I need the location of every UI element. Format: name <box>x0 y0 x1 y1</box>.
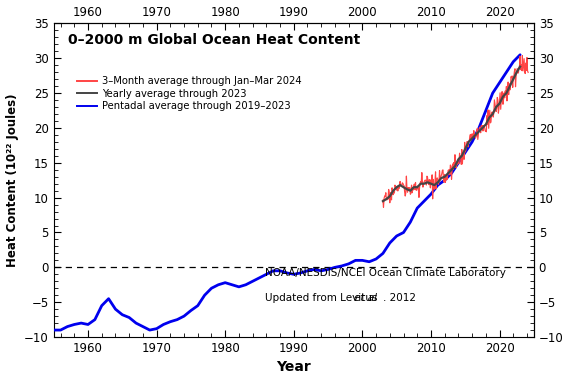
Text: Updated from Levitus: Updated from Levitus <box>265 293 381 303</box>
Text: NOAA/NESDIS/NCEI Ocean Climate Laboratory: NOAA/NESDIS/NCEI Ocean Climate Laborator… <box>265 268 506 278</box>
X-axis label: Year: Year <box>277 361 311 374</box>
Y-axis label: Heat Content (10²² Joules): Heat Content (10²² Joules) <box>6 93 19 267</box>
Text: 0–2000 m Global Ocean Heat Content: 0–2000 m Global Ocean Heat Content <box>68 33 360 47</box>
Text: et al: et al <box>354 293 377 303</box>
Text: . 2012: . 2012 <box>382 293 415 303</box>
Legend: 3–Month average through Jan–Mar 2024, Yearly average through 2023, Pentadal aver: 3–Month average through Jan–Mar 2024, Ye… <box>73 72 306 115</box>
